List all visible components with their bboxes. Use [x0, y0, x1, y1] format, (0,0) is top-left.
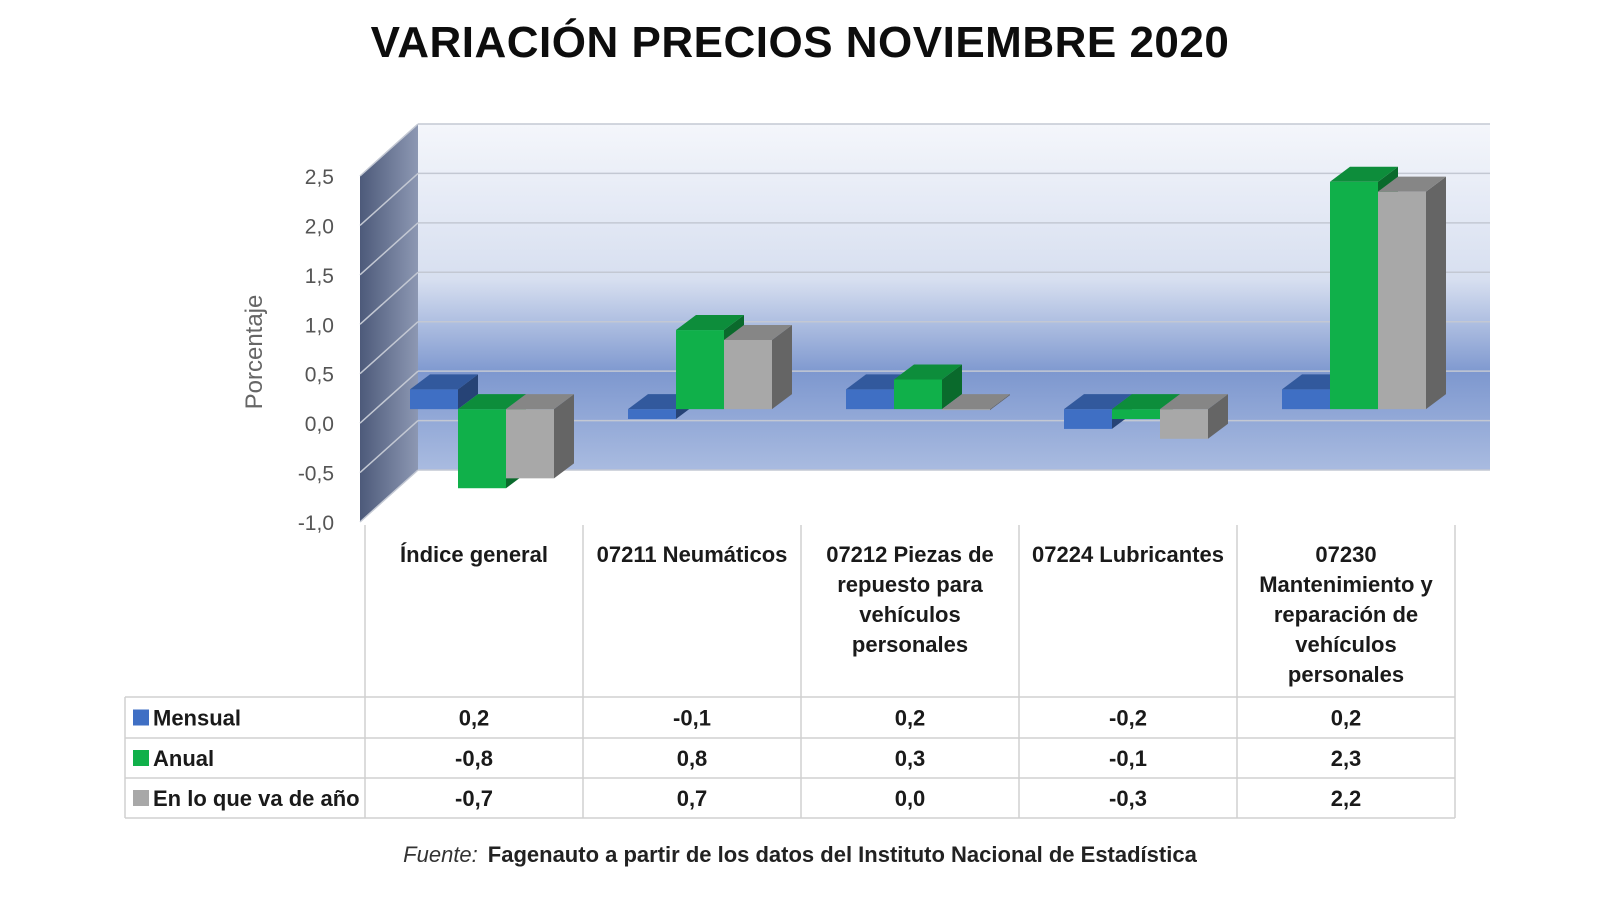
bar — [846, 389, 894, 410]
bar-side — [1208, 394, 1228, 439]
bar-top — [1378, 176, 1446, 192]
bar-top — [1160, 394, 1228, 410]
gridline — [359, 370, 419, 424]
data-label: -0,1 — [1109, 746, 1147, 771]
category-label: vehículos — [859, 602, 960, 627]
y-tick-label: -1,0 — [298, 512, 334, 535]
bar — [1112, 409, 1160, 420]
bar-side — [942, 364, 962, 410]
bar — [1378, 191, 1426, 410]
gridline — [359, 123, 419, 177]
bar — [676, 330, 724, 410]
gridline — [359, 172, 419, 226]
data-label: 2,2 — [1331, 786, 1362, 811]
bar-top — [724, 324, 792, 340]
data-label: -0,2 — [1109, 706, 1147, 731]
y-axis-label: Porcentaje — [241, 295, 268, 410]
legend-swatch — [133, 750, 149, 766]
y-tick-label: 0,5 — [305, 364, 334, 387]
legend-swatch — [133, 709, 149, 726]
bar-top — [894, 364, 962, 380]
y-tick-label: 1,0 — [305, 314, 334, 337]
bar-top — [458, 394, 526, 410]
legend-label: Mensual — [153, 706, 241, 731]
chart-side-wall — [360, 124, 418, 522]
gridline — [359, 420, 419, 474]
bar — [410, 389, 458, 410]
bar-side — [554, 394, 574, 479]
data-label: -0,7 — [455, 786, 493, 811]
source-label: Fuente: — [403, 842, 478, 867]
category-label: 07212 Piezas de — [826, 542, 994, 567]
gridline — [359, 321, 419, 375]
legend-label: Anual — [153, 746, 214, 771]
bar-side — [990, 394, 1010, 411]
legend-swatch — [133, 790, 149, 806]
bar-top — [1112, 394, 1180, 410]
data-label: 0,2 — [895, 706, 926, 731]
bar-top — [410, 374, 478, 390]
bar — [1160, 409, 1208, 439]
data-label: 2,3 — [1331, 746, 1362, 771]
data-label: 0,2 — [1331, 706, 1362, 731]
bar — [1064, 409, 1112, 429]
category-label: 07230 — [1315, 542, 1376, 567]
bar-top — [676, 315, 744, 331]
bar-side — [458, 374, 478, 410]
data-label: 0,8 — [677, 746, 708, 771]
bar-top — [506, 394, 574, 410]
chart-title: VARIACIÓN PRECIOS NOVIEMBRE 2020 — [370, 18, 1230, 67]
chart-back-wall — [418, 124, 1490, 470]
category-label: 07211 Neumáticos — [597, 542, 788, 567]
gridline — [359, 271, 419, 325]
bar-top — [1064, 394, 1132, 410]
bar — [1330, 181, 1378, 410]
source-text: Fagenauto a partir de los datos del Inst… — [487, 842, 1197, 867]
bar — [506, 409, 554, 479]
bar — [1282, 389, 1330, 410]
category-label: reparación de — [1274, 602, 1418, 627]
category-label: Índice general — [400, 542, 548, 567]
category-label: 07224 Lubricantes — [1032, 542, 1224, 567]
bar — [724, 339, 772, 410]
y-tick-label: 2,5 — [305, 166, 334, 189]
bar — [458, 409, 506, 489]
category-label: vehículos — [1295, 632, 1396, 657]
gridline — [359, 469, 419, 523]
gridline — [359, 222, 419, 276]
category-label: repuesto para — [837, 572, 983, 597]
category-label: Mantenimiento y — [1259, 572, 1433, 597]
bar — [628, 409, 676, 420]
bar-top — [1330, 166, 1398, 182]
y-tick-label: 0,0 — [305, 413, 334, 436]
bar — [894, 379, 942, 410]
bar-top — [942, 394, 1010, 410]
bar-side — [772, 324, 792, 410]
category-label: personales — [1288, 662, 1404, 687]
category-label: personales — [852, 632, 968, 657]
data-label: 0,0 — [895, 786, 926, 811]
legend-label: En lo que va de año — [153, 786, 360, 811]
data-label: 0,7 — [677, 786, 708, 811]
source-note: Fuente: Fagenauto a partir de los datos d… — [0, 842, 1600, 868]
y-tick-label: -0,5 — [298, 463, 334, 486]
data-label: -0,3 — [1109, 786, 1147, 811]
y-tick-label: 2,0 — [305, 215, 334, 238]
data-label: 0,2 — [459, 706, 490, 731]
bar — [942, 409, 990, 411]
data-label: -0,1 — [673, 706, 711, 731]
bar-side — [1426, 176, 1446, 410]
data-label: 0,3 — [895, 746, 926, 771]
y-tick-label: 1,5 — [305, 265, 334, 288]
data-label: -0,8 — [455, 746, 493, 771]
